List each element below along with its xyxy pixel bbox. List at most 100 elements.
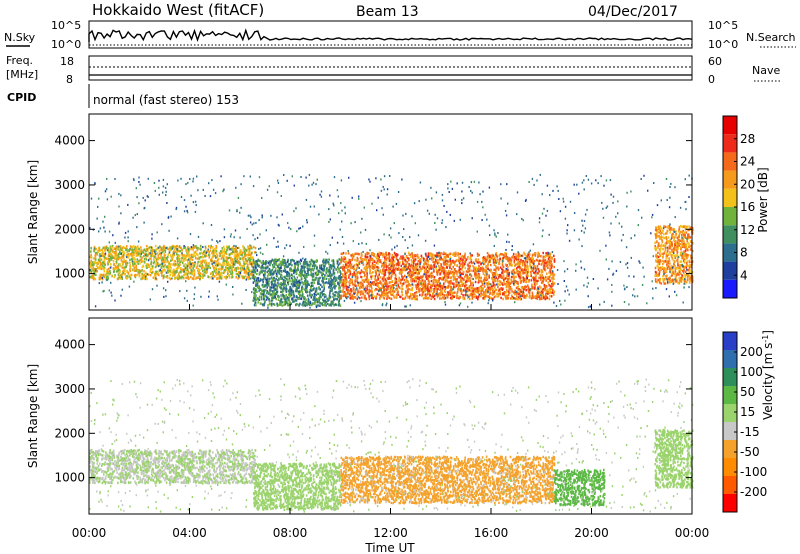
heatmap-cell (169, 254, 172, 257)
heatmap-cell (447, 269, 450, 273)
heatmap-cell (116, 257, 118, 261)
heatmap-cell (321, 285, 323, 289)
heatmap-cell (186, 266, 188, 269)
heatmap-cell (520, 279, 523, 283)
heatmap-cell (276, 275, 279, 278)
heatmap-cell (112, 260, 115, 263)
heatmap-cell (324, 301, 327, 304)
heatmap-cell (113, 270, 115, 274)
heatmap-cell (325, 271, 328, 275)
heatmap-cell (232, 246, 234, 249)
heatmap-cell (165, 260, 167, 264)
heatmap-cell (262, 290, 264, 293)
heatmap-cell (500, 276, 502, 279)
heatmap-cell (236, 250, 238, 253)
heatmap-cell (228, 264, 230, 267)
heatmap-cell (285, 290, 288, 293)
heatmap-cell (310, 289, 313, 292)
heatmap-cell (141, 259, 144, 263)
heatmap-cell (253, 245, 255, 249)
heatmap-cell (227, 272, 229, 276)
heatmap-cell (155, 258, 158, 261)
heatmap-cell (189, 266, 191, 269)
heatmap-cell (270, 293, 272, 296)
heatmap-cell (501, 282, 503, 286)
heatmap-cell (462, 297, 465, 301)
heatmap-cell (164, 269, 166, 272)
heatmap-cell (177, 266, 179, 270)
heatmap-cell (519, 298, 522, 301)
heatmap-cell (337, 266, 339, 269)
heatmap-cell (193, 271, 196, 274)
heatmap-cell (382, 279, 385, 282)
heatmap-cell (479, 285, 482, 289)
heatmap-cell (448, 280, 451, 283)
heatmap-cell (285, 297, 287, 300)
heatmap-cell (132, 251, 135, 254)
heatmap-cell (394, 256, 396, 259)
heatmap-cell (226, 256, 228, 259)
heatmap-cell (486, 283, 489, 286)
heatmap-cell (279, 275, 282, 279)
heatmap-cell (398, 272, 401, 275)
heatmap-cell (187, 264, 190, 267)
heatmap-cell (118, 272, 121, 275)
heatmap-cell (229, 266, 231, 269)
heatmap-cell (136, 245, 139, 248)
heatmap-cell (449, 293, 452, 296)
heatmap-cell (223, 251, 226, 254)
heatmap-cell (174, 250, 177, 253)
heatmap-cell (543, 296, 545, 299)
heatmap-cell (215, 250, 218, 253)
heatmap-cell (152, 249, 154, 252)
heatmap-cell (454, 263, 456, 266)
heatmap-cell (536, 259, 539, 262)
heatmap-cell (548, 261, 551, 264)
heatmap-cell (310, 262, 312, 266)
heatmap-cell (336, 294, 339, 297)
heatmap-cell (261, 265, 263, 269)
heatmap-cell (423, 266, 425, 269)
heatmap-cell (514, 264, 516, 268)
heatmap-cell (287, 278, 289, 281)
heatmap-cell (342, 264, 345, 267)
heatmap-cell (495, 279, 497, 283)
heatmap-cell (204, 254, 206, 257)
heatmap-cell (542, 258, 545, 261)
heatmap-cell (467, 267, 469, 270)
heatmap-cell (439, 297, 441, 300)
heatmap-cell (537, 254, 539, 257)
heatmap-cell (164, 258, 166, 261)
heatmap-cell (339, 289, 342, 292)
heatmap-cell (301, 269, 303, 273)
heatmap-cell (403, 262, 405, 266)
heatmap-cell (416, 287, 418, 291)
heatmap-cell (470, 293, 473, 296)
heatmap-cell (135, 267, 138, 270)
heatmap-cell (413, 257, 415, 261)
heatmap-cell (118, 268, 121, 272)
heatmap-cell (340, 256, 343, 259)
heatmap-cell (279, 285, 281, 289)
heatmap-cell (131, 248, 133, 252)
heatmap-cell (283, 301, 285, 304)
heatmap-cell (289, 274, 291, 278)
heatmap-cell (333, 264, 335, 268)
heatmap-cell (351, 278, 353, 282)
heatmap-cell (257, 285, 259, 289)
heatmap-cell (277, 258, 280, 262)
heatmap-cell (320, 295, 322, 299)
heatmap-cell (104, 249, 106, 253)
freq-label-line2: [MHz] (6, 68, 38, 81)
heatmap-cell (243, 271, 246, 274)
heatmap-cell (314, 264, 317, 267)
heatmap-cell (250, 269, 252, 272)
heatmap-cell (480, 294, 482, 298)
heatmap-cell (474, 295, 477, 298)
heatmap-cell (296, 303, 299, 306)
heatmap-cell (96, 270, 98, 273)
heatmap-cell (323, 276, 326, 279)
heatmap-cell (157, 263, 160, 266)
heatmap-cell (301, 281, 303, 284)
heatmap-cell (497, 268, 500, 271)
